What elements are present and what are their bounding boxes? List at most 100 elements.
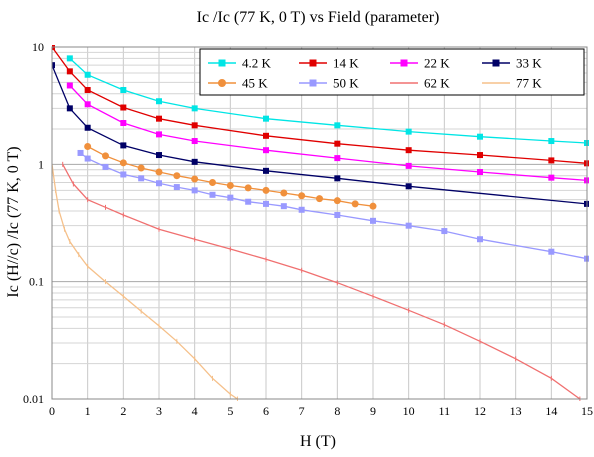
series-45-k xyxy=(84,142,377,210)
series-14-k xyxy=(52,45,589,167)
data-point xyxy=(156,180,162,187)
data-point xyxy=(405,183,412,190)
legend-label: 77 K xyxy=(516,76,542,91)
data-point xyxy=(316,195,323,203)
data-point xyxy=(263,115,269,122)
data-point xyxy=(218,79,226,87)
series-line xyxy=(80,152,588,260)
legend-label: 50 K xyxy=(333,76,359,91)
data-point xyxy=(84,124,91,131)
data-point xyxy=(263,200,269,207)
data-point xyxy=(548,138,555,145)
x-axis-title: H (T) xyxy=(300,433,336,450)
y-tick-label: 0.1 xyxy=(29,275,44,289)
data-point xyxy=(84,71,91,78)
data-point xyxy=(405,222,412,229)
x-tick-label: 8 xyxy=(334,404,340,418)
x-tick-label: 7 xyxy=(299,404,305,418)
data-point xyxy=(102,152,109,160)
legend-item: 45 K xyxy=(208,76,268,91)
data-point xyxy=(280,189,288,197)
x-tick-label: 10 xyxy=(403,404,415,418)
series-layer xyxy=(52,45,589,401)
x-tick-label: 12 xyxy=(474,404,486,418)
data-point xyxy=(441,228,448,235)
data-point xyxy=(226,182,234,190)
data-point xyxy=(334,122,341,129)
data-point xyxy=(66,55,73,62)
y-tick-label: 10 xyxy=(32,40,44,54)
x-tick-label: 6 xyxy=(263,404,269,418)
data-point xyxy=(477,152,483,159)
data-point xyxy=(309,59,317,67)
legend: 4.2 K 14 K 22 K 33 K 45 K 50 K 62 K 77 K xyxy=(199,48,585,96)
x-tick-label: 11 xyxy=(439,404,451,418)
legend-item: 77 K xyxy=(482,76,542,91)
legend-item: 50 K xyxy=(299,76,359,91)
data-point xyxy=(263,132,269,139)
data-point xyxy=(77,149,84,156)
data-point xyxy=(84,87,91,94)
data-point xyxy=(262,186,270,194)
series-line xyxy=(52,46,588,164)
data-point xyxy=(334,140,341,147)
grid-layer xyxy=(51,47,588,400)
x-tick-label: 0 xyxy=(49,404,55,418)
data-point xyxy=(84,101,91,108)
x-tick-label: 3 xyxy=(156,404,162,418)
data-point xyxy=(209,191,216,198)
data-point xyxy=(333,197,341,205)
x-tick-label: 9 xyxy=(370,404,376,418)
data-point xyxy=(138,175,145,182)
plot-frame xyxy=(51,46,588,400)
data-point xyxy=(548,248,555,255)
x-tick-labels: 0 1 2 3 4 5 6 7 8 9 10 11 12 13 14 15 xyxy=(49,404,593,418)
legend-label: 14 K xyxy=(333,56,359,71)
data-point xyxy=(156,131,162,138)
series-77-k xyxy=(52,161,238,401)
x-tick-label: 13 xyxy=(510,404,522,418)
legend-label: 22 K xyxy=(424,56,450,71)
x-tick-label: 5 xyxy=(227,404,233,418)
data-point xyxy=(370,217,376,224)
data-point xyxy=(218,59,226,67)
data-point xyxy=(548,157,555,164)
data-point xyxy=(263,167,269,174)
series-line xyxy=(52,164,238,400)
data-point xyxy=(245,198,252,205)
y-tick-label: 1 xyxy=(38,157,44,171)
data-point xyxy=(156,115,162,122)
data-point xyxy=(173,184,180,191)
x-tick-label: 14 xyxy=(545,404,557,418)
data-point xyxy=(120,142,127,149)
x-tick-label: 2 xyxy=(120,404,126,418)
legend-label: 45 K xyxy=(242,76,268,91)
data-point xyxy=(280,203,287,210)
data-point xyxy=(191,187,198,194)
x-tick-label: 4 xyxy=(192,404,198,418)
legend-item: 62 K xyxy=(390,76,450,91)
data-point xyxy=(66,68,73,75)
data-point xyxy=(209,179,216,187)
data-point xyxy=(369,202,377,210)
data-point xyxy=(244,184,252,192)
y-axis-title: Ic (H//c) /Ic (77 K, 0 T) xyxy=(5,146,22,297)
y-tick-labels: 0.01 0.1 1 10 xyxy=(23,40,44,406)
data-point xyxy=(52,62,55,69)
data-point xyxy=(334,175,341,182)
series-62-k xyxy=(62,161,581,401)
data-point xyxy=(102,163,109,170)
data-point xyxy=(191,105,198,112)
data-point xyxy=(191,138,198,145)
data-point xyxy=(334,155,341,162)
series-22-k xyxy=(66,82,589,184)
data-point xyxy=(155,168,163,176)
data-point xyxy=(227,194,234,201)
data-point xyxy=(298,206,305,213)
data-point xyxy=(156,98,162,105)
data-point xyxy=(400,59,408,67)
data-point xyxy=(351,200,359,208)
data-point xyxy=(309,79,317,87)
legend-label: 4.2 K xyxy=(242,56,272,71)
